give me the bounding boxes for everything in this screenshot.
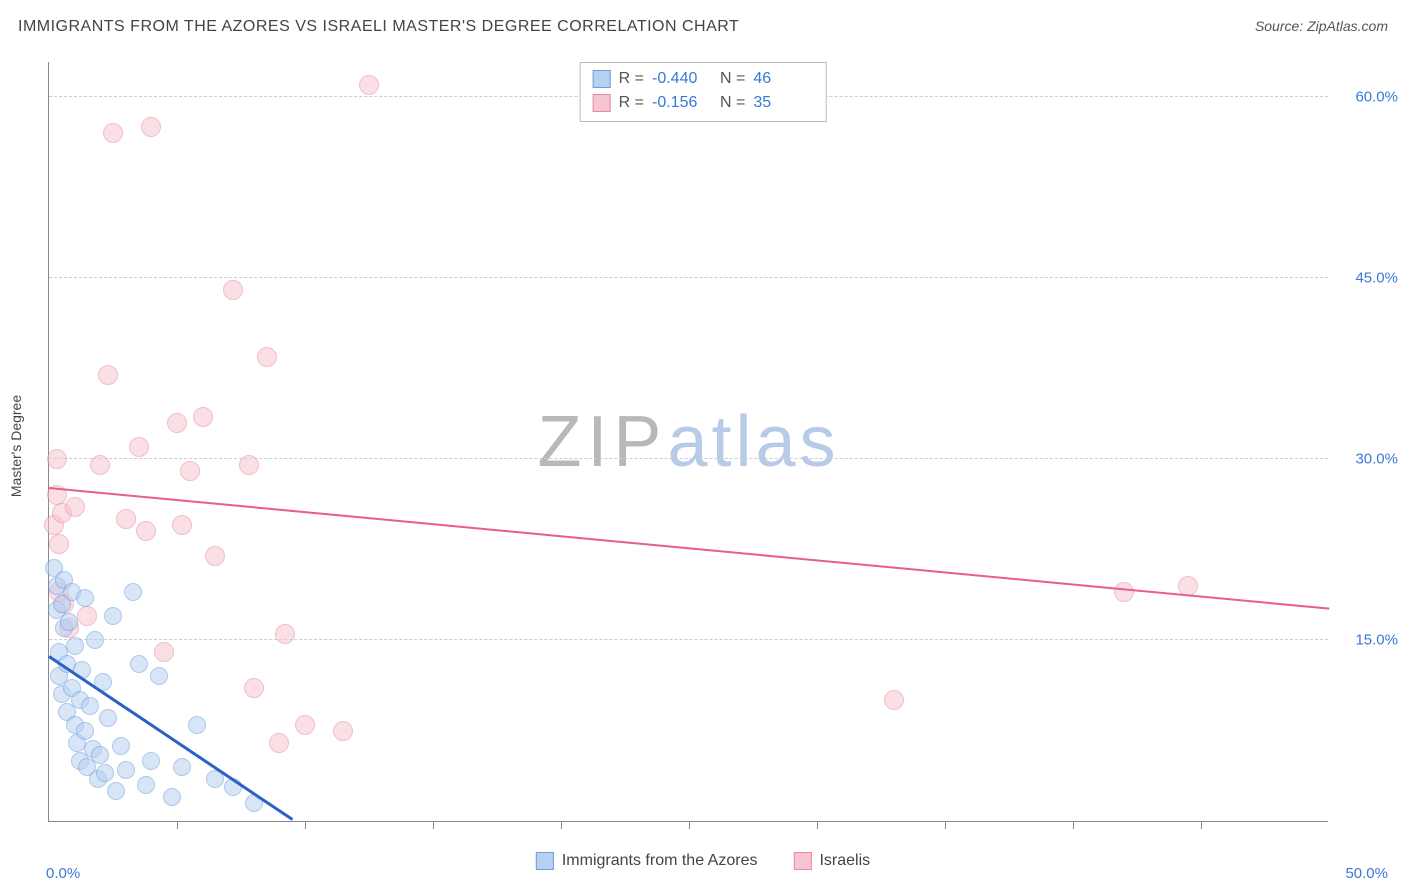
data-point xyxy=(77,606,97,626)
data-point xyxy=(142,752,160,770)
x-axis-max-label: 50.0% xyxy=(1345,865,1388,882)
data-point xyxy=(104,607,122,625)
data-point xyxy=(333,721,353,741)
data-point xyxy=(269,733,289,753)
data-point xyxy=(49,534,69,554)
data-point xyxy=(1114,582,1134,602)
data-point xyxy=(129,437,149,457)
x-tick xyxy=(177,821,178,829)
legend: Immigrants from the Azores Israelis xyxy=(536,852,870,870)
data-point xyxy=(65,497,85,517)
data-point xyxy=(173,758,191,776)
x-tick xyxy=(817,821,818,829)
gridline xyxy=(49,277,1328,278)
data-point xyxy=(91,746,109,764)
x-tick xyxy=(1201,821,1202,829)
x-tick xyxy=(689,821,690,829)
label-n: N = xyxy=(720,91,745,115)
data-point xyxy=(205,546,225,566)
y-tick-label: 15.0% xyxy=(1338,632,1398,649)
source-name: ZipAtlas.com xyxy=(1307,18,1388,34)
data-point xyxy=(257,347,277,367)
legend-label-azores: Immigrants from the Azores xyxy=(562,852,758,870)
label-r: R = xyxy=(619,67,644,91)
data-point xyxy=(167,413,187,433)
y-tick-label: 60.0% xyxy=(1338,89,1398,106)
swatch-azores xyxy=(536,852,554,870)
data-point xyxy=(103,123,123,143)
data-point xyxy=(66,637,84,655)
legend-item-azores: Immigrants from the Azores xyxy=(536,852,758,870)
data-point xyxy=(884,690,904,710)
data-point xyxy=(107,782,125,800)
label-n: N = xyxy=(720,67,745,91)
gridline xyxy=(49,639,1328,640)
data-point xyxy=(244,678,264,698)
data-point xyxy=(96,764,114,782)
y-axis-label: Master's Degree xyxy=(8,395,24,497)
source-prefix: Source: xyxy=(1255,18,1307,34)
x-tick xyxy=(561,821,562,829)
label-r: R = xyxy=(619,91,644,115)
data-point xyxy=(116,509,136,529)
watermark-zip: ZIP xyxy=(537,402,667,482)
data-point xyxy=(81,697,99,715)
y-tick-label: 45.0% xyxy=(1338,270,1398,287)
x-axis-min-label: 0.0% xyxy=(46,865,80,882)
data-point xyxy=(112,737,130,755)
r-value-israelis: -0.156 xyxy=(652,91,712,115)
data-point xyxy=(359,75,379,95)
data-point xyxy=(180,461,200,481)
data-point xyxy=(76,722,94,740)
n-value-israelis: 35 xyxy=(753,91,813,115)
chart-title: IMMIGRANTS FROM THE AZORES VS ISRAELI MA… xyxy=(18,18,739,36)
swatch-israelis xyxy=(593,94,611,112)
data-point xyxy=(275,624,295,644)
y-tick-label: 30.0% xyxy=(1338,451,1398,468)
data-point xyxy=(136,521,156,541)
data-point xyxy=(99,709,117,727)
swatch-azores xyxy=(593,70,611,88)
data-point xyxy=(130,655,148,673)
correlation-stats-box: R = -0.440 N = 46 R = -0.156 N = 35 xyxy=(580,62,827,122)
data-point xyxy=(172,515,192,535)
data-point xyxy=(60,613,78,631)
stats-row-azores: R = -0.440 N = 46 xyxy=(593,67,814,91)
trend-line xyxy=(49,487,1329,610)
data-point xyxy=(98,365,118,385)
data-point xyxy=(90,455,110,475)
scatter-plot-area: ZIPatlas 15.0%30.0%45.0%60.0% xyxy=(48,62,1328,822)
stats-row-israelis: R = -0.156 N = 35 xyxy=(593,91,814,115)
legend-item-israelis: Israelis xyxy=(793,852,870,870)
data-point xyxy=(47,449,67,469)
n-value-azores: 46 xyxy=(753,67,813,91)
data-point xyxy=(193,407,213,427)
data-point xyxy=(223,280,243,300)
data-point xyxy=(163,788,181,806)
data-point xyxy=(188,716,206,734)
data-point xyxy=(239,455,259,475)
data-point xyxy=(117,761,135,779)
data-point xyxy=(150,667,168,685)
x-tick xyxy=(433,821,434,829)
watermark-atlas: atlas xyxy=(667,402,839,482)
legend-label-israelis: Israelis xyxy=(819,852,870,870)
x-tick xyxy=(305,821,306,829)
swatch-israelis xyxy=(793,852,811,870)
data-point xyxy=(76,589,94,607)
data-point xyxy=(295,715,315,735)
source-attribution: Source: ZipAtlas.com xyxy=(1255,18,1388,34)
data-point xyxy=(141,117,161,137)
data-point xyxy=(154,642,174,662)
data-point xyxy=(124,583,142,601)
data-point xyxy=(86,631,104,649)
watermark: ZIPatlas xyxy=(537,401,839,483)
x-tick xyxy=(945,821,946,829)
data-point xyxy=(137,776,155,794)
r-value-azores: -0.440 xyxy=(652,67,712,91)
x-tick xyxy=(1073,821,1074,829)
